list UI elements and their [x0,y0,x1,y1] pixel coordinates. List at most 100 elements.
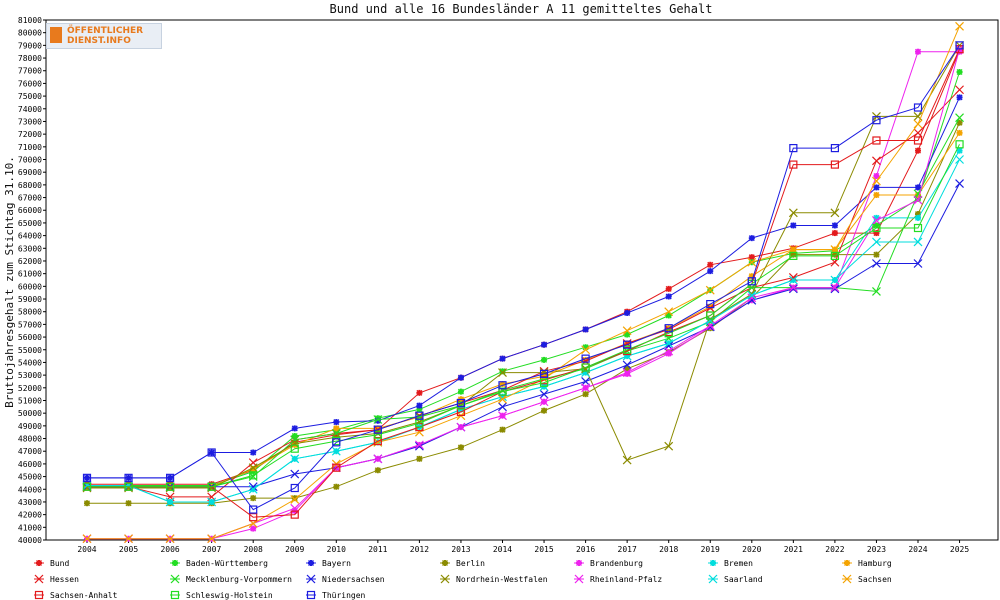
data-point [290,454,300,464]
x-tick-label: 2024 [908,545,927,554]
marker-stroke [248,482,258,492]
data-point [291,425,298,432]
marker-stroke [748,235,755,242]
marker-stroke [83,500,91,507]
marker-stroke [830,275,840,285]
marker-stroke [541,356,548,363]
marker-stroke [441,559,449,567]
legend-label: Bayern [322,559,351,568]
marker-stroke [290,494,300,504]
series-sachsen [82,21,964,544]
legend-marker [843,559,851,567]
data-point [499,355,506,362]
data-point [541,356,548,363]
marker-stroke [250,525,257,532]
data-point [581,383,591,393]
data-point [831,222,838,229]
data-point [498,368,507,378]
marker-stroke [207,534,217,544]
data-point [788,283,798,293]
marker-stroke [539,366,549,376]
marker-stroke [872,156,881,166]
data-point [872,237,881,247]
data-point [955,140,964,149]
marker-stroke [708,574,718,584]
y-tick-label: 75000 [18,92,42,101]
y-tick-label: 64000 [18,232,42,241]
legend-marker [842,574,852,584]
marker-stroke [709,559,717,567]
marker-stroke [581,377,591,386]
series-hamburg [83,129,963,490]
y-tick-label: 53000 [18,371,42,380]
data-point [913,103,923,112]
data-point [207,448,216,457]
marker-stroke [541,341,548,348]
legend-label: Nordrhein-Westfalen [456,575,548,584]
legend-marker [170,590,180,600]
series-line [87,45,960,489]
marker-stroke [582,391,589,398]
data-point [914,214,922,221]
data-point [956,68,963,76]
data-point [207,497,217,507]
x-tick-label: 2011 [368,545,387,554]
data-point [830,251,840,261]
x-tick-label: 2025 [950,545,969,554]
data-point [788,275,798,285]
legend-marker [440,574,450,584]
data-point [664,338,674,348]
x-tick-label: 2010 [327,545,346,554]
series-line [87,51,960,540]
data-point [872,259,881,268]
marker-stroke [914,214,922,221]
marker-stroke [872,237,881,247]
data-point [332,463,341,472]
marker-stroke [333,419,340,426]
data-point [914,48,922,55]
legend-label: Bund [50,559,69,568]
marker-stroke [664,346,674,356]
series-bund [83,47,963,488]
y-tick-label: 50000 [18,409,42,418]
y-tick-label: 77000 [18,67,42,76]
data-point [789,160,798,169]
marker-stroke [306,574,316,584]
marker-stroke [788,275,798,285]
marker-stroke [248,484,258,494]
plot-frame [45,19,999,541]
legend-label: Thüringen [322,591,366,600]
legend-marker [708,574,718,584]
legend-label: Mecklenburg-Vorpommern [186,575,292,584]
data-point [166,482,175,491]
data-point [165,497,175,507]
marker-stroke [35,559,43,567]
marker-stroke [290,454,300,464]
marker-stroke [416,455,423,462]
data-point [250,525,257,532]
marker-stroke [956,94,963,101]
marker-stroke [250,495,257,502]
data-point [705,316,715,326]
legend-item: Bund [34,559,69,568]
legend-item: Baden-Württemberg [170,559,268,568]
legend-label: Hessen [50,575,79,584]
marker-stroke [705,285,715,295]
data-point [165,534,175,544]
legend-label: Sachsen-Anhalt [50,591,118,600]
data-point [581,354,590,363]
x-tick-label: 2014 [493,545,512,554]
marker-stroke [456,422,466,432]
marker-stroke [830,208,840,218]
series-line [87,45,960,511]
data-point [373,436,382,446]
data-point [333,483,340,490]
y-tick-label: 72000 [18,130,42,139]
y-tick-label: 40000 [18,536,42,545]
marker-stroke [831,230,838,237]
data-point [415,411,424,420]
x-tick-label: 2023 [867,545,886,554]
data-point [913,128,923,138]
marker-stroke [956,129,963,136]
data-point [622,326,632,336]
